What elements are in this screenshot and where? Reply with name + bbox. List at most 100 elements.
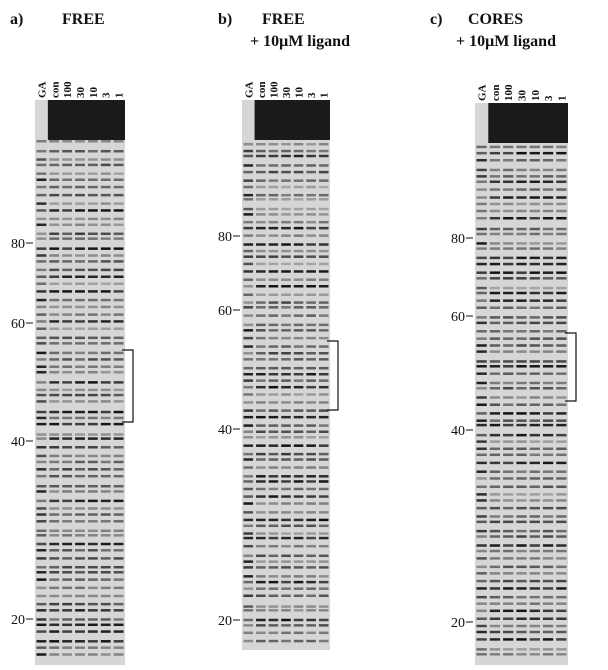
band	[256, 170, 266, 174]
band	[318, 605, 329, 608]
band	[503, 423, 514, 427]
band	[529, 344, 540, 347]
band	[516, 175, 527, 178]
band	[113, 370, 124, 374]
band	[113, 474, 124, 478]
band	[556, 286, 567, 290]
band	[293, 487, 304, 491]
band	[516, 277, 527, 280]
band	[49, 499, 60, 503]
band	[529, 321, 540, 325]
band	[293, 379, 304, 382]
band	[36, 178, 47, 182]
band	[62, 578, 73, 581]
band	[476, 277, 487, 280]
band	[49, 254, 60, 257]
band	[503, 499, 514, 502]
band	[318, 466, 329, 469]
band	[556, 485, 567, 489]
band	[503, 350, 514, 353]
band	[268, 631, 279, 635]
band	[503, 381, 514, 385]
band	[75, 185, 85, 189]
band	[62, 254, 73, 257]
band	[75, 468, 85, 471]
band	[243, 618, 254, 622]
band	[542, 387, 554, 390]
band	[87, 260, 98, 263]
band	[529, 630, 540, 634]
band	[113, 490, 124, 493]
band	[516, 624, 527, 628]
band	[87, 158, 98, 161]
band	[62, 290, 73, 293]
band	[256, 624, 266, 627]
band	[318, 149, 329, 153]
band	[256, 372, 266, 376]
band	[100, 232, 111, 236]
band	[87, 327, 98, 330]
band	[36, 202, 47, 205]
band	[529, 587, 540, 590]
band	[503, 630, 514, 634]
band	[113, 437, 124, 440]
band	[113, 381, 124, 384]
band	[293, 385, 304, 389]
band	[281, 179, 291, 182]
band	[293, 220, 304, 224]
band	[503, 271, 514, 274]
band	[243, 323, 254, 327]
band	[556, 609, 567, 613]
band	[87, 185, 98, 189]
band	[36, 172, 47, 175]
band	[36, 630, 47, 633]
band	[281, 358, 291, 361]
band	[281, 345, 291, 348]
band	[306, 624, 316, 627]
band	[268, 487, 279, 491]
band	[489, 286, 501, 290]
band	[113, 336, 124, 340]
size-marker: 20	[11, 613, 25, 628]
band	[542, 286, 554, 290]
band	[489, 306, 501, 310]
band	[87, 640, 98, 643]
band	[36, 358, 47, 361]
band	[556, 151, 567, 155]
band	[516, 242, 527, 245]
band	[75, 282, 85, 285]
band	[243, 329, 254, 332]
band	[49, 327, 60, 330]
band	[49, 549, 60, 552]
band	[62, 400, 73, 403]
band	[556, 470, 567, 473]
band	[529, 227, 540, 231]
band	[268, 609, 279, 612]
band	[62, 446, 73, 449]
band	[476, 151, 487, 155]
band	[113, 327, 124, 330]
band	[281, 401, 291, 404]
band	[293, 345, 304, 348]
band	[489, 419, 501, 422]
band	[503, 602, 514, 605]
band	[36, 260, 47, 263]
band	[256, 213, 266, 216]
band	[556, 423, 567, 427]
band	[529, 653, 540, 656]
band	[256, 532, 266, 535]
band	[75, 358, 85, 361]
band	[503, 419, 514, 422]
band	[87, 370, 98, 374]
band	[542, 557, 554, 560]
panel-label: c)	[430, 11, 442, 28]
band	[542, 291, 554, 295]
band	[256, 631, 266, 635]
band	[281, 511, 291, 514]
band	[268, 352, 279, 355]
band	[293, 502, 304, 505]
band	[268, 170, 279, 174]
band	[87, 565, 98, 569]
band	[113, 351, 124, 355]
band	[36, 232, 47, 236]
